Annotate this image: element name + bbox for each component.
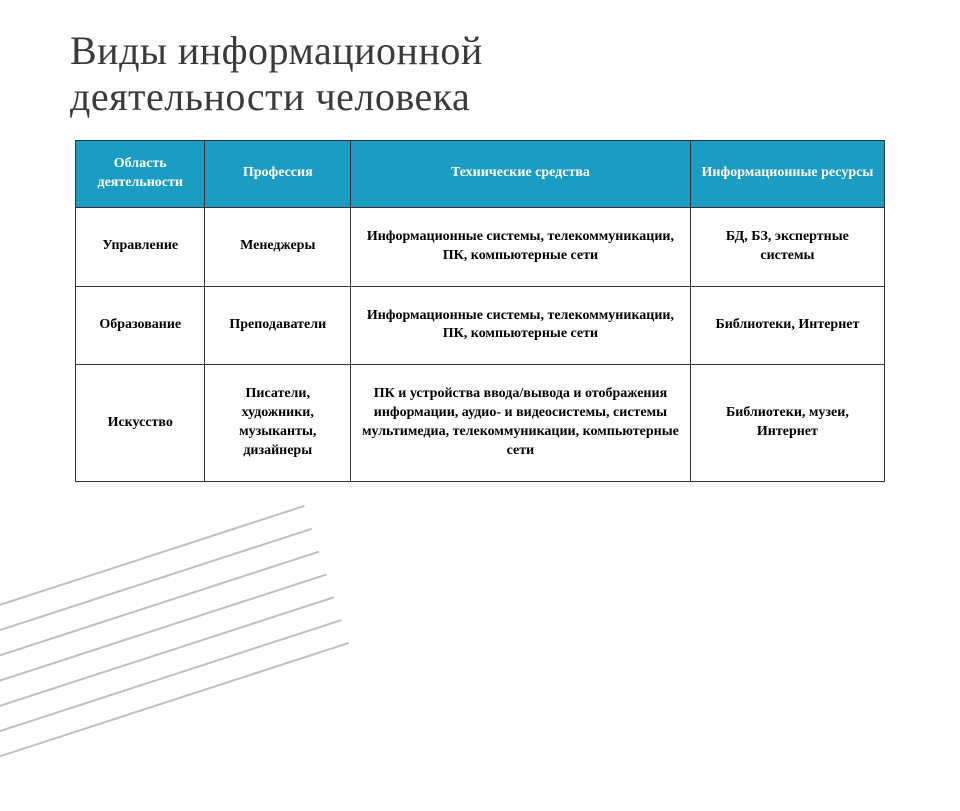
table-header-row: Область деятельности Профессия Техническ… [76, 141, 885, 208]
table-row: Управление Менеджеры Информационные сист… [76, 207, 885, 286]
cell-area: Искусство [76, 365, 205, 482]
col-header-area: Область деятельности [76, 141, 205, 208]
cell-resources: Библиотеки, Интернет [690, 286, 884, 365]
activities-table: Область деятельности Профессия Техническ… [75, 140, 885, 482]
col-header-profession: Профессия [205, 141, 351, 208]
col-header-resources: Информационные ресурсы [690, 141, 884, 208]
cell-profession: Менеджеры [205, 207, 351, 286]
col-header-tech: Технические средства [351, 141, 691, 208]
title-line-2: деятельности человека [70, 74, 470, 119]
title-line-1: Виды информационной [70, 28, 483, 73]
table-row: Искусство Писатели, художники, музыканты… [76, 365, 885, 482]
cell-tech: Информационные системы, телекоммуникации… [351, 286, 691, 365]
cell-resources: Библиотеки, музеи, Интернет [690, 365, 884, 482]
corner-decoration [0, 509, 211, 811]
cell-profession: Писатели, художники, музыканты, дизайнер… [205, 365, 351, 482]
cell-profession: Преподаватели [205, 286, 351, 365]
cell-area: Образование [76, 286, 205, 365]
cell-tech: Информационные системы, телекоммуникации… [351, 207, 691, 286]
cell-resources: БД, БЗ, экспертные системы [690, 207, 884, 286]
table-row: Образование Преподаватели Информационные… [76, 286, 885, 365]
page-title: Виды информационной деятельности человек… [0, 0, 960, 120]
cell-tech: ПК и устройства ввода/вывода и отображен… [351, 365, 691, 482]
cell-area: Управление [76, 207, 205, 286]
table-container: Область деятельности Профессия Техническ… [0, 120, 960, 482]
